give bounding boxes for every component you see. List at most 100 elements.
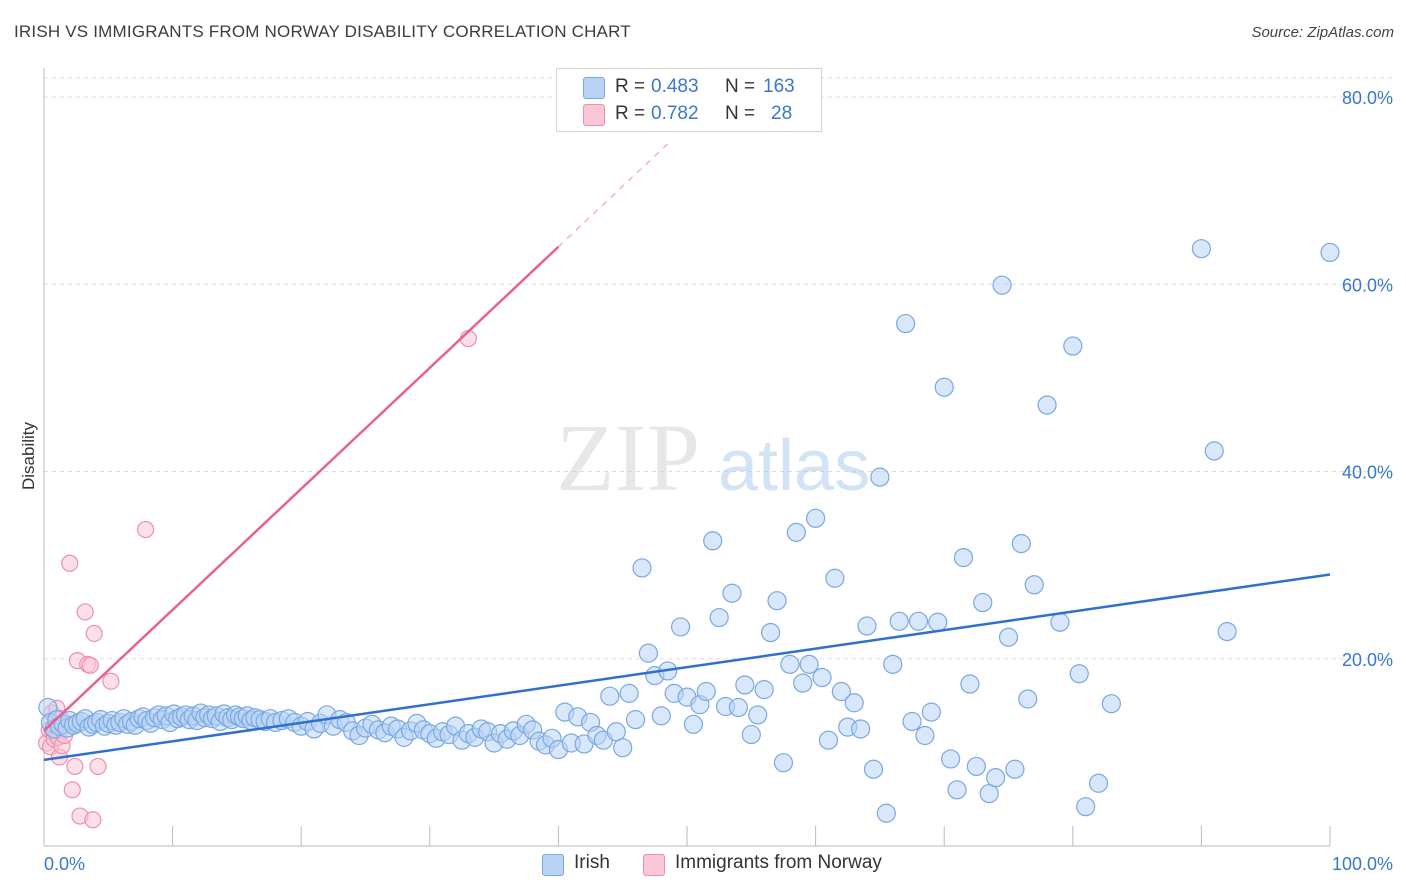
irish-point <box>896 313 916 334</box>
irish-point <box>735 675 755 695</box>
irish-point <box>1050 612 1070 632</box>
irish-point <box>799 654 819 674</box>
irish-point <box>844 693 864 713</box>
legend-label-irish: Irish <box>574 852 610 873</box>
irish-swatch <box>583 77 605 99</box>
irish-point <box>619 683 639 703</box>
irish-point <box>1024 575 1044 595</box>
norway-point <box>81 656 99 674</box>
y-tick-label: 20.0% <box>1342 650 1393 670</box>
irish-point <box>1005 759 1025 779</box>
r-value: 0.483 <box>651 76 699 97</box>
irish-point <box>973 592 993 613</box>
norway-trendline <box>43 245 560 732</box>
norway-points <box>37 329 477 829</box>
norway-trendline-extension <box>557 143 669 248</box>
irish-point <box>793 673 813 693</box>
irish-point <box>651 706 671 726</box>
irish-points <box>38 239 1340 823</box>
watermark-zip: ZIP <box>556 404 700 511</box>
irish-point <box>703 531 723 551</box>
irish-point <box>625 710 646 730</box>
irish-point <box>1320 242 1340 263</box>
y-axis-label: Disability <box>19 421 38 490</box>
irish-point <box>941 749 961 769</box>
irish-point <box>812 667 832 688</box>
irish-point <box>760 622 781 643</box>
irish-point <box>773 753 794 773</box>
irish-point <box>863 759 884 779</box>
irish-point <box>696 681 716 702</box>
y-tick-label: 80.0% <box>1342 88 1393 108</box>
irish-point <box>934 377 954 397</box>
irish-point <box>1063 336 1083 356</box>
irish-point <box>1069 664 1089 684</box>
irish-point <box>979 783 999 804</box>
norway-swatch <box>583 104 605 126</box>
irish-point <box>728 697 749 718</box>
irish-point <box>632 558 652 578</box>
irish-point <box>831 681 851 702</box>
r-value: 0.782 <box>651 103 699 124</box>
irish-point <box>998 627 1019 647</box>
n-value: 28 <box>771 103 793 124</box>
norway-point <box>63 781 81 799</box>
irish-point <box>1217 621 1237 642</box>
irish-point <box>876 803 896 823</box>
irish-point <box>709 607 729 628</box>
irish-point <box>966 756 986 777</box>
irish-point <box>786 522 806 542</box>
irish-point <box>670 617 691 637</box>
legend-row-norway: R = 0.782 N = 28 <box>557 101 821 127</box>
irish-point <box>780 654 800 674</box>
r-label: R = <box>615 76 646 97</box>
irish-point <box>921 702 941 722</box>
irish-point <box>960 674 980 694</box>
y-tick-label: 40.0% <box>1342 463 1393 483</box>
irish-swatch <box>542 854 564 876</box>
irish-point <box>889 611 909 631</box>
irish-point <box>1011 533 1031 554</box>
irish-point <box>805 508 826 528</box>
irish-point <box>915 725 935 746</box>
irish-point <box>600 686 620 706</box>
irish-point <box>1088 773 1109 793</box>
irish-point <box>902 711 922 732</box>
irish-point <box>638 643 659 663</box>
irish-point <box>1037 395 1057 415</box>
legend-label-norway: Immigrants from Norway <box>675 852 882 873</box>
norway-point <box>85 624 103 643</box>
norway-point <box>89 757 107 776</box>
irish-point <box>947 780 967 800</box>
irish-point <box>992 275 1012 295</box>
irish-point <box>741 724 761 745</box>
irish-point <box>1018 689 1038 709</box>
n-value: 163 <box>763 76 795 97</box>
irish-point <box>767 591 787 611</box>
x-tick-label: 0.0% <box>44 854 85 874</box>
irish-point <box>818 730 839 750</box>
source-label: Source: ZipAtlas.com <box>1251 24 1394 41</box>
irish-point <box>928 612 948 632</box>
irish-point <box>748 705 768 725</box>
watermark-atlas: atlas <box>718 426 870 506</box>
irish-point <box>606 722 626 742</box>
y-tick-label: 60.0% <box>1342 275 1393 295</box>
norway-swatch <box>643 854 665 876</box>
irish-point <box>754 680 774 700</box>
trendlines <box>43 143 1331 762</box>
norway-point <box>61 554 79 572</box>
irish-point <box>986 768 1006 788</box>
r-label: R = <box>615 103 646 124</box>
norway-point <box>84 811 102 829</box>
irish-point <box>851 719 871 739</box>
irish-point <box>908 611 929 631</box>
n-label: N = <box>725 76 756 97</box>
grid <box>44 77 1392 660</box>
norway-point <box>136 520 155 539</box>
legend-row-irish: R = 0.483 N = 163 <box>557 74 821 100</box>
norway-point <box>76 603 94 621</box>
irish-point <box>857 616 877 636</box>
tick-labels: 20.0% 40.0% 60.0% 80.0% 0.0% 100.0% <box>44 88 1393 874</box>
